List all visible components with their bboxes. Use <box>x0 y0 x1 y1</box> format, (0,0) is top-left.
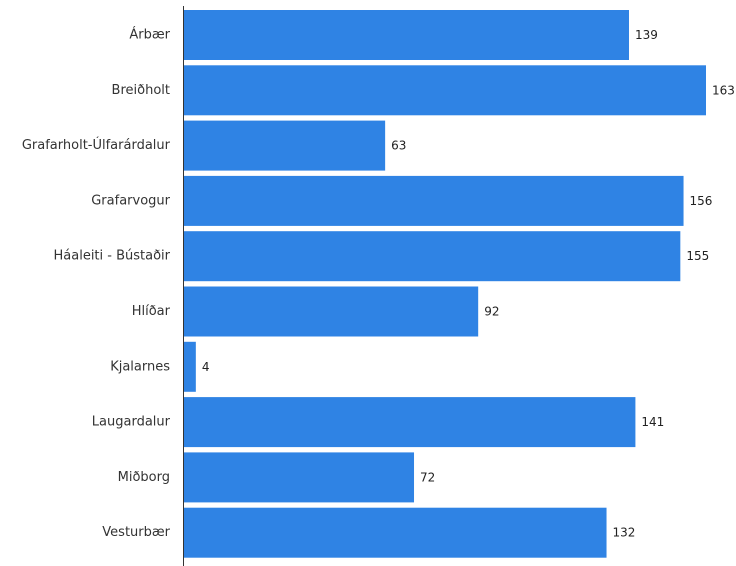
bar-laugardalur <box>183 397 636 448</box>
bar-grafarholt-ulfarardalur <box>183 120 386 171</box>
category-label-kjalarnes: Kjalarnes <box>110 359 170 374</box>
value-label-grafarholt-ulfarardalur: 63 <box>391 139 406 153</box>
category-label-hli-ar: Hlíðar <box>132 304 171 319</box>
value-label-kjalarnes: 4 <box>202 360 210 374</box>
category-label-haaleiti-busta-ir: Háaleiti - Bústaðir <box>54 249 171 264</box>
bar-grafarvogur <box>183 175 684 226</box>
category-label-grafarholt-ulfarardalur: Grafarholt-Úlfarárdalur <box>22 137 171 153</box>
value-label-mi-borg: 72 <box>420 470 435 484</box>
bar-haaleiti-busta-ir <box>183 231 681 282</box>
category-label-brei-holt: Breiðholt <box>112 83 170 98</box>
category-label-grafarvogur: Grafarvogur <box>91 193 170 208</box>
value-label-haaleiti-busta-ir: 155 <box>686 249 709 263</box>
bars-group <box>183 10 706 558</box>
category-label-vesturb-r: Vesturbær <box>102 525 170 540</box>
category-label-arb-r: Árbær <box>129 27 170 43</box>
value-label-vesturb-r: 132 <box>613 526 636 540</box>
value-label-laugardalur: 141 <box>641 415 664 429</box>
bar-vesturb-r <box>183 507 607 558</box>
bar-mi-borg <box>183 452 415 503</box>
bar-hli-ar <box>183 286 479 337</box>
value-label-grafarvogur: 156 <box>690 194 713 208</box>
bar-kjalarnes <box>183 341 196 392</box>
category-label-laugardalur: Laugardalur <box>92 415 171 430</box>
category-label-mi-borg: Miðborg <box>118 470 170 485</box>
category-labels-group: Árbær Breiðholt Grafarholt-Úlfarárdalur Gra… <box>22 27 171 541</box>
value-labels-group: 139 163 63 156 155 92 4 141 72 132 <box>202 28 735 540</box>
bar-brei-holt <box>183 65 706 116</box>
value-label-hli-ar: 92 <box>484 305 499 319</box>
bar-arb-r <box>183 10 629 60</box>
value-label-arb-r: 139 <box>635 28 658 42</box>
value-label-brei-holt: 163 <box>712 83 735 97</box>
